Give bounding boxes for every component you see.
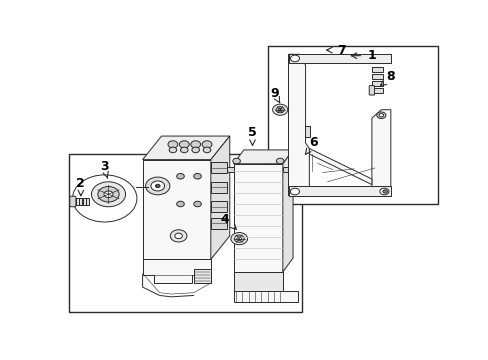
Bar [211, 201, 226, 212]
Circle shape [193, 201, 201, 207]
Bar [211, 218, 226, 229]
Text: 3: 3 [100, 160, 109, 173]
Polygon shape [282, 150, 292, 272]
Polygon shape [288, 54, 390, 63]
Circle shape [203, 147, 210, 153]
Polygon shape [233, 272, 282, 291]
Polygon shape [282, 167, 289, 172]
Circle shape [237, 237, 241, 240]
Bar [299, 162, 305, 164]
Circle shape [91, 182, 125, 207]
Circle shape [190, 141, 200, 148]
Bar [267, 46, 437, 204]
Circle shape [378, 114, 383, 117]
Bar [371, 87, 383, 93]
Bar [68, 154, 301, 312]
Text: 7: 7 [337, 44, 345, 57]
Circle shape [179, 141, 189, 148]
Polygon shape [233, 164, 282, 272]
Circle shape [234, 235, 244, 242]
Text: 2: 2 [76, 177, 85, 190]
FancyBboxPatch shape [368, 86, 374, 95]
Bar [79, 198, 82, 205]
Polygon shape [233, 291, 297, 302]
Circle shape [176, 174, 184, 179]
Circle shape [170, 230, 186, 242]
Circle shape [145, 177, 169, 195]
Circle shape [104, 191, 113, 198]
Bar [371, 81, 383, 86]
Circle shape [169, 147, 176, 153]
Text: 1: 1 [367, 49, 375, 62]
Circle shape [72, 175, 137, 222]
Circle shape [232, 158, 240, 164]
Polygon shape [304, 126, 310, 138]
Text: 9: 9 [270, 87, 278, 100]
Circle shape [290, 188, 299, 195]
Circle shape [180, 147, 188, 153]
Bar [371, 67, 383, 72]
Polygon shape [142, 136, 229, 159]
Circle shape [98, 186, 119, 202]
Circle shape [230, 233, 247, 245]
Bar [82, 198, 85, 205]
Polygon shape [309, 149, 371, 185]
Bar [371, 74, 383, 79]
Bar [86, 198, 89, 205]
Text: 6: 6 [308, 136, 317, 149]
Bar [299, 168, 305, 171]
Circle shape [151, 181, 164, 191]
Circle shape [193, 174, 201, 179]
Polygon shape [142, 260, 210, 283]
Circle shape [376, 112, 385, 118]
Circle shape [176, 201, 184, 207]
Circle shape [379, 188, 388, 195]
Polygon shape [288, 54, 309, 195]
Polygon shape [193, 269, 210, 283]
Bar [211, 162, 226, 174]
Circle shape [175, 233, 182, 239]
Circle shape [292, 157, 302, 165]
Polygon shape [210, 136, 229, 260]
Circle shape [191, 147, 199, 153]
Circle shape [278, 108, 282, 111]
Polygon shape [226, 167, 233, 172]
Bar [72, 198, 75, 205]
Bar [76, 198, 79, 205]
Bar [299, 165, 305, 167]
Circle shape [272, 104, 287, 115]
FancyBboxPatch shape [70, 196, 76, 207]
Text: 5: 5 [247, 126, 256, 139]
Polygon shape [371, 110, 390, 195]
Text: 4: 4 [220, 213, 229, 226]
Polygon shape [142, 159, 210, 260]
Circle shape [155, 184, 160, 188]
Circle shape [382, 190, 386, 193]
Circle shape [275, 107, 284, 113]
Text: 8: 8 [386, 70, 394, 83]
Circle shape [276, 158, 284, 164]
Bar [211, 182, 226, 193]
Circle shape [290, 55, 299, 62]
Circle shape [168, 141, 178, 148]
Polygon shape [288, 186, 390, 195]
Circle shape [202, 141, 211, 148]
Polygon shape [233, 150, 292, 164]
